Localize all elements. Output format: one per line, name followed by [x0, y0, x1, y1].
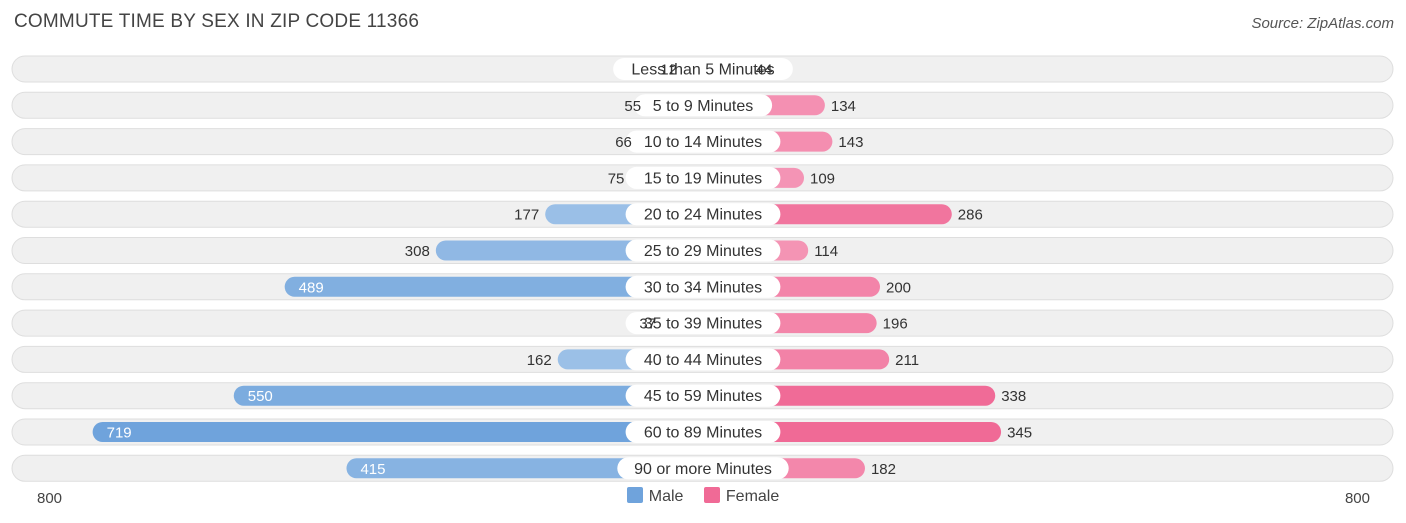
value-label-female: 134 [831, 98, 856, 115]
chart-title: COMMUTE TIME BY SEX IN ZIP CODE 11366 [14, 11, 420, 32]
legend-swatch-male [626, 487, 643, 503]
chart-row: 5 to 9 Minutes 55 134 [11, 91, 1394, 119]
value-label-female: 196 [883, 316, 908, 333]
value-label-female: 182 [871, 461, 896, 478]
value-label-female: 44 [756, 62, 773, 79]
value-label-male: 489 [299, 279, 324, 296]
value-label-female: 345 [1007, 425, 1032, 442]
value-label-female: 200 [886, 279, 911, 296]
category-label: 40 to 44 Minutes [644, 352, 762, 369]
chart-row: 10 to 14 Minutes 66 143 [11, 128, 1394, 156]
legend-swatch-female [703, 487, 720, 503]
legend: Male Female [0, 487, 1406, 506]
category-label: 10 to 14 Minutes [644, 134, 762, 151]
value-label-female: 143 [838, 134, 863, 151]
value-label-female: 286 [958, 207, 983, 224]
value-label-male: 55 [624, 98, 641, 115]
category-pill [613, 58, 793, 80]
value-label-male: 66 [615, 134, 632, 151]
category-label: 15 to 19 Minutes [644, 170, 762, 187]
value-label-male: 12 [660, 62, 677, 79]
value-label-male: 37 [639, 316, 656, 333]
bar-male[interactable] [92, 422, 703, 442]
value-label-male: 177 [514, 207, 539, 224]
chart-row: 90 or more Minutes 415 182 [11, 454, 1394, 482]
chart-row: 20 to 24 Minutes 177 286 [11, 200, 1394, 228]
category-pill [625, 203, 781, 226]
bar-male[interactable] [284, 276, 703, 297]
legend-label-male: Male [648, 488, 684, 505]
category-label: 35 to 39 Minutes [644, 316, 762, 333]
value-label-male: 308 [405, 243, 430, 260]
category-pill [633, 94, 773, 117]
category-label: 45 to 59 Minutes [644, 388, 762, 405]
bar-male[interactable] [346, 458, 703, 479]
category-label: 60 to 89 Minutes [644, 425, 762, 442]
chart-row: 30 to 34 Minutes 489 200 [11, 273, 1394, 301]
chart-row: 25 to 29 Minutes 308 114 [11, 237, 1394, 264]
value-label-female: 338 [1001, 388, 1026, 405]
category-pill [625, 239, 781, 262]
category-label: 30 to 34 Minutes [644, 279, 762, 296]
axis-right-label: 800 [1344, 490, 1370, 507]
value-label-male: 550 [248, 388, 273, 405]
value-label-female: 109 [810, 170, 835, 187]
value-label-male: 415 [360, 461, 385, 478]
category-pill [625, 130, 781, 153]
category-pill [617, 457, 789, 480]
chart-row: 45 to 59 Minutes 550 338 [11, 382, 1394, 410]
category-label: 90 or more Minutes [634, 461, 772, 478]
chart-row: 15 to 19 Minutes 75 109 [11, 164, 1394, 192]
legend-item-female[interactable]: Female [703, 487, 780, 506]
category-label: 5 to 9 Minutes [653, 98, 754, 115]
axis-left-label: 800 [37, 490, 63, 507]
category-pill [625, 312, 781, 335]
value-label-female: 114 [814, 243, 838, 260]
bar-male[interactable] [233, 385, 703, 406]
legend-item-male[interactable]: Male [626, 487, 684, 506]
category-pill [625, 166, 781, 189]
value-label-male: 719 [107, 425, 132, 442]
category-label: Less than 5 Minutes [631, 62, 774, 79]
category-pill [625, 384, 781, 407]
chart-row: 60 to 89 Minutes 719 345 [11, 418, 1394, 446]
legend-label-female: Female [725, 488, 780, 505]
value-label-male: 162 [527, 352, 552, 369]
value-label-female: 211 [895, 352, 919, 369]
category-pill [625, 275, 781, 298]
category-pill [625, 348, 781, 371]
value-label-male: 75 [608, 170, 625, 187]
category-label: 20 to 24 Minutes [644, 207, 762, 224]
category-label: 25 to 29 Minutes [644, 243, 762, 260]
category-pill [625, 421, 781, 443]
chart-row: 40 to 44 Minutes 162 211 [11, 345, 1394, 373]
source-label: Source: ZipAtlas.com [1251, 15, 1394, 32]
